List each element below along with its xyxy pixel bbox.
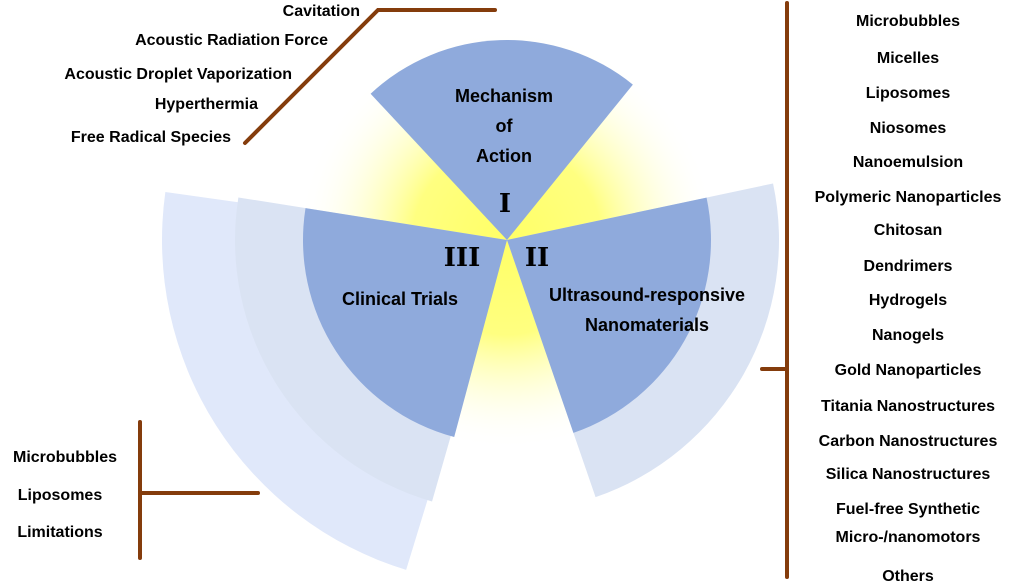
sector-1-title-line-3: Action xyxy=(476,146,532,166)
nanomaterial-item: Others xyxy=(882,568,934,584)
nanomaterial-item: Dendrimers xyxy=(864,258,953,275)
sector-2-title-line-2: Nanomaterials xyxy=(585,315,709,335)
mechanism-item: Free Radical Species xyxy=(71,129,231,146)
sector-1-numeral: I xyxy=(499,189,511,219)
nanomaterial-item: Nanogels xyxy=(872,327,944,344)
nanomaterial-item: Hydrogels xyxy=(869,292,947,309)
sector-1-core xyxy=(370,40,633,240)
sector-3-title: Clinical Trials xyxy=(342,289,458,309)
sector-1-title-line-2: of xyxy=(496,116,514,136)
nanomaterial-item: Titania Nanostructures xyxy=(821,398,995,415)
nanomaterial-item: Chitosan xyxy=(874,222,942,239)
mechanism-item: Hyperthermia xyxy=(155,96,258,113)
sector-1-title-line-1: Mechanism xyxy=(455,86,553,106)
nanomaterial-item: Fuel-free Synthetic xyxy=(836,501,980,518)
nanomaterial-item: Liposomes xyxy=(866,85,951,102)
mechanism-item: Cavitation xyxy=(283,3,360,20)
nanomaterial-item: Micelles xyxy=(877,50,939,67)
mechanism-item: Acoustic Radiation Force xyxy=(135,32,328,49)
clinical-item: Limitations xyxy=(17,524,102,541)
nanomaterial-item: Niosomes xyxy=(870,120,947,137)
sector-2-title-line-1: Ultrasound-responsive xyxy=(549,285,745,305)
clinical-item: Liposomes xyxy=(18,487,103,504)
nanomaterial-item: Polymeric Nanoparticles xyxy=(815,189,1002,206)
mechanism-item: Acoustic Droplet Vaporization xyxy=(64,66,292,83)
mechanism-bracket xyxy=(243,8,497,145)
nanomaterial-item: Gold Nanoparticles xyxy=(835,362,982,379)
sector-3-core xyxy=(303,208,507,438)
sector-2-numeral: II xyxy=(525,243,549,273)
nanomaterial-item: Micro-/nanomotors xyxy=(836,529,981,546)
nanomaterial-item: Nanoemulsion xyxy=(853,154,963,171)
nanomaterial-item: Silica Nanostructures xyxy=(826,466,991,483)
nanomaterial-item: Microbubbles xyxy=(856,13,960,30)
nanomaterial-item: Carbon Nanostructures xyxy=(819,433,998,450)
sector-3-numeral: III xyxy=(444,243,481,273)
sector-2-core xyxy=(507,197,711,433)
clinical-item: Microbubbles xyxy=(13,449,117,466)
